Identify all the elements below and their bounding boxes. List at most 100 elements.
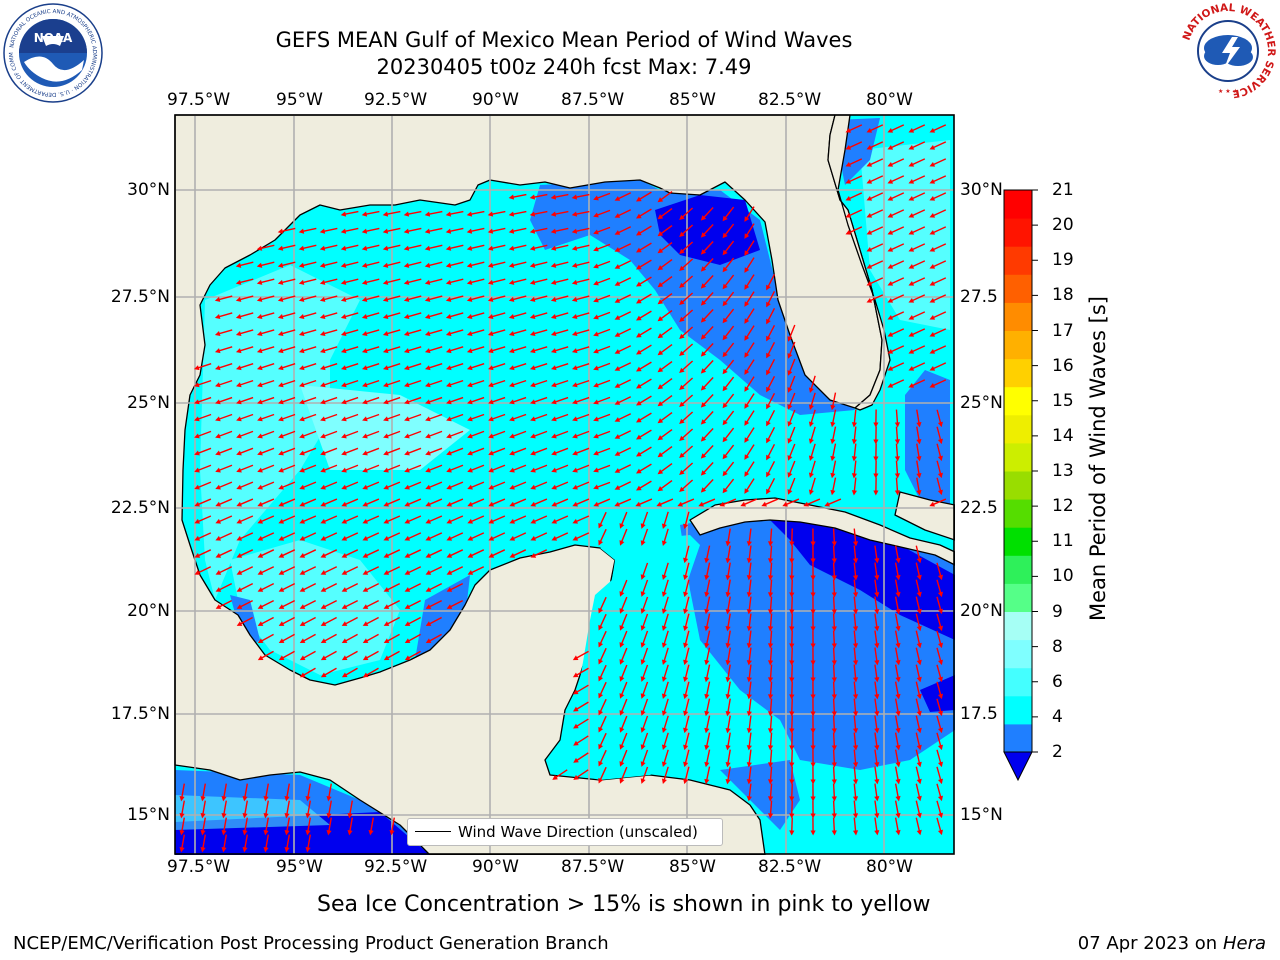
wave-direction-arrow [657,224,673,237]
wave-direction-arrow [719,498,737,507]
wave-direction-arrow [704,698,711,717]
wave-direction-arrow [831,528,837,547]
colorbar-tick-4: 4 [1052,706,1063,727]
wave-direction-arrow [808,426,816,445]
wave-direction-arrow [320,396,338,405]
machine-name: Hera [1222,933,1266,954]
wave-direction-arrow [661,766,669,785]
wave-direction-arrow [319,346,338,354]
lat-label-right-4: 20°N [960,601,1003,621]
wave-direction-arrow [766,393,776,410]
wave-direction-arrow [744,325,755,341]
wave-direction-arrow [915,681,922,700]
wave-direction-arrow [661,630,669,649]
wave-direction-arrow [744,206,755,222]
wave-direction-arrow [704,647,711,666]
colorbar-tick-11: 11 [1052,531,1074,552]
wave-direction-arrow [894,664,901,683]
wave-direction-arrow [572,498,590,507]
wave-direction-arrow [787,426,796,444]
wave-direction-arrow [593,498,611,507]
wave-direction-arrow [936,766,943,785]
wave-direction-arrow [700,292,714,306]
wave-direction-arrow [383,633,400,644]
wave-direction-arrow [404,396,422,405]
wave-direction-arrow [661,732,669,751]
wave-direction-arrow [746,732,752,751]
wave-direction-arrow [657,479,673,492]
wave-direction-arrow [725,681,731,700]
wave-direction-arrow [704,545,711,564]
wave-direction-arrow [908,226,926,235]
wave-direction-arrow [640,732,649,750]
wave-direction-arrow [466,227,485,234]
wave-direction-arrow [193,363,212,371]
wave-direction-arrow [278,650,295,661]
wave-direction-arrow [509,532,527,541]
wave-direction-arrow [488,532,506,541]
wave-direction-arrow [810,613,816,632]
wave-direction-arrow [704,732,711,751]
wave-direction-arrow [194,430,212,439]
wave-direction-arrow [722,308,735,324]
wave-direction-arrow [530,413,548,422]
wave-direction-arrow [340,278,359,285]
wave-direction-arrow [636,463,652,474]
wave-direction-arrow [831,630,837,649]
wave-direction-arrow [466,363,485,371]
wave-direction-arrow [619,596,628,614]
wave-direction-arrow [509,498,527,507]
wave-direction-arrow [810,783,816,802]
wave-direction-arrow [683,545,690,564]
wave-direction-arrow [425,599,442,609]
wave-direction-arrow [571,363,590,371]
wave-direction-arrow [683,698,690,717]
lat-label-right-5: 17.5 [960,704,998,724]
wave-direction-arrow [383,498,401,507]
wave-direction-arrow [593,362,611,371]
wave-direction-arrow [215,498,233,507]
wave-direction-arrow [257,430,275,439]
wave-direction-arrow [744,342,755,358]
wave-direction-arrow [936,630,943,649]
wave-direction-arrow [508,312,527,319]
wave-direction-arrow [766,359,776,376]
wave-direction-arrow [810,630,816,649]
gulf-of-mexico-map [174,114,955,855]
wave-direction-arrow [810,681,816,700]
wave-direction-arrow [242,817,248,836]
wave-direction-arrow [235,295,254,302]
wave-direction-arrow [746,783,752,802]
wave-direction-arrow [593,430,611,439]
wave-direction-arrow [787,375,796,393]
wave-direction-arrow [362,633,379,644]
wave-direction-arrow [894,596,901,615]
wave-direction-arrow [305,834,311,853]
wave-direction-arrow [362,616,379,626]
wave-direction-arrow [236,464,254,473]
wave-direction-arrow [908,141,926,150]
wave-direction-arrow [215,430,233,439]
wave-direction-arrow [425,583,443,592]
wave-direction-arrow [887,158,905,167]
wave-direction-arrow [831,817,837,836]
wave-direction-arrow [619,511,628,529]
wave-direction-arrow [425,515,443,524]
wave-direction-arrow [508,210,527,217]
wave-direction-arrow [257,532,275,541]
wave-direction-arrow [908,362,926,371]
wave-direction-arrow [746,545,752,564]
wave-direction-arrow [425,464,443,473]
wave-direction-arrow [593,311,611,320]
wave-direction-arrow [382,210,401,217]
wave-direction-arrow [852,732,859,751]
wave-direction-arrow [383,650,400,661]
wave-direction-arrow [929,362,947,371]
wave-direction-arrow [530,532,548,541]
wave-direction-arrow [810,698,816,717]
wave-direction-arrow [929,294,947,303]
wave-direction-arrow [236,396,254,405]
wave-direction-arrow [278,515,296,524]
wave-direction-arrow [679,292,694,305]
wave-direction-arrow [299,633,316,644]
